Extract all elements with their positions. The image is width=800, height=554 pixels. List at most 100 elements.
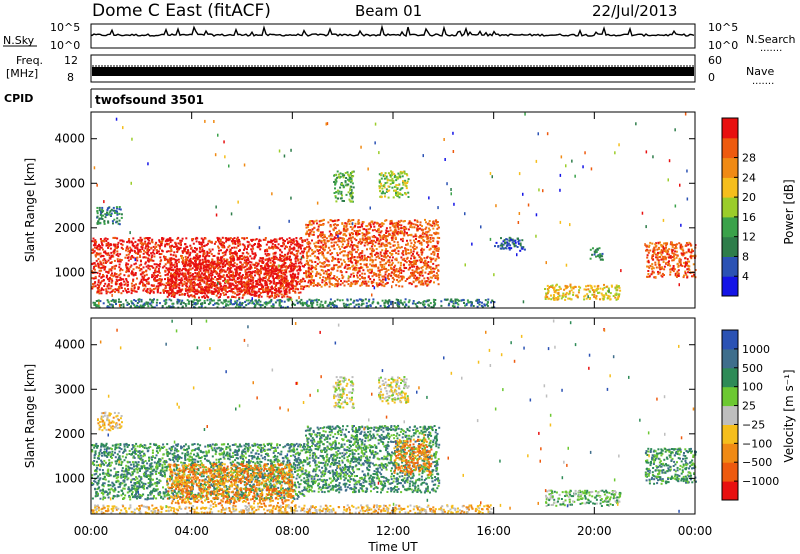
power-echo: [152, 275, 155, 278]
power-echo: [374, 236, 377, 239]
power-echo: [341, 277, 344, 280]
power-echo: [235, 267, 238, 270]
power-echo: [250, 276, 252, 279]
power-echo: [360, 258, 363, 261]
power-echo: [109, 214, 112, 216]
power-echo: [343, 284, 346, 287]
power-echo: [416, 220, 419, 223]
power-echo: [415, 279, 417, 282]
power-echo: [420, 247, 423, 250]
power-echo: [288, 248, 291, 251]
power-echo: [163, 290, 166, 292]
power-echo: [352, 219, 355, 221]
power-echo: [238, 290, 241, 293]
power-echo: [226, 286, 229, 289]
power-echo: [291, 278, 293, 281]
power-echo: [244, 245, 246, 248]
power-echo: [389, 175, 392, 178]
power-echo: [420, 237, 423, 240]
power-echo: [404, 192, 406, 194]
power-echo: [392, 234, 395, 237]
power-echo: [106, 244, 109, 247]
power-echo: [275, 258, 278, 260]
power-echo: [383, 184, 386, 186]
power-echo: [432, 227, 435, 230]
power-echo: [378, 233, 381, 236]
power-echo: [156, 275, 158, 278]
power-echo: [425, 240, 428, 243]
power-echo: [340, 192, 343, 195]
power-echo: [166, 290, 169, 292]
power-echo: [384, 239, 387, 242]
power-echo: [277, 288, 280, 291]
power-echo: [143, 242, 146, 245]
power-echo: [403, 225, 406, 228]
power-echo: [135, 257, 138, 260]
power-echo: [181, 250, 184, 253]
power-echo: [406, 239, 408, 242]
power-echo: [106, 238, 109, 241]
power-echo: [344, 265, 347, 268]
power-echo: [129, 257, 132, 260]
power-echo: [301, 250, 303, 253]
power-echo: [413, 270, 416, 273]
power-echo: [167, 283, 169, 286]
power-echo: [415, 271, 418, 273]
power-echo: [289, 296, 292, 299]
power-echo: [135, 266, 138, 269]
power-echo: [279, 275, 282, 278]
power-echo: [259, 244, 262, 247]
power-echo: [213, 270, 216, 273]
power-echo: [418, 236, 421, 239]
power-echo: [383, 254, 386, 257]
power-echo: [127, 290, 130, 293]
power-echo: [199, 290, 202, 293]
power-echo: [206, 277, 209, 280]
power-echo: [201, 248, 204, 251]
power-echo: [197, 265, 200, 268]
power-echo: [236, 236, 239, 239]
power-echo: [106, 253, 109, 256]
power-echo: [383, 263, 386, 266]
power-echo: [126, 266, 129, 269]
power-echo: [399, 230, 402, 233]
power-echo: [158, 270, 160, 273]
power-echo: [281, 245, 284, 248]
power-echo: [331, 238, 334, 241]
power-echo: [115, 253, 118, 256]
power-echo: [151, 284, 154, 287]
power-echo: [338, 278, 341, 280]
power-echo: [308, 264, 311, 267]
power-echo: [324, 300, 327, 303]
power-echo: [333, 267, 335, 270]
power-echo: [381, 235, 384, 238]
power-echo: [429, 238, 432, 241]
power-echo: [197, 283, 200, 286]
power-echo: [315, 274, 318, 277]
power-echo: [418, 281, 421, 284]
power-echo: [226, 268, 229, 271]
power-echo: [95, 259, 98, 262]
power-echo: [388, 256, 391, 259]
power-echo: [101, 218, 104, 220]
power-echo: [447, 304, 450, 307]
power-echo: [291, 247, 294, 250]
power-echo: [204, 292, 207, 295]
power-echo: [172, 280, 175, 283]
power-echo: [245, 260, 248, 263]
power-echo: [359, 284, 362, 287]
power-echo: [417, 240, 420, 242]
power-echo: [119, 253, 122, 256]
power-echo: [103, 258, 106, 260]
power-echo: [105, 288, 108, 291]
power-echo: [436, 227, 439, 230]
power-echo: [254, 252, 257, 255]
power-echo: [267, 260, 270, 263]
power-echo: [126, 241, 129, 244]
power-echo: [331, 245, 334, 248]
power-echo: [237, 242, 240, 245]
power-echo: [336, 224, 339, 226]
power-echo: [405, 250, 407, 253]
power-echo: [157, 286, 160, 289]
power-echo: [421, 274, 424, 277]
